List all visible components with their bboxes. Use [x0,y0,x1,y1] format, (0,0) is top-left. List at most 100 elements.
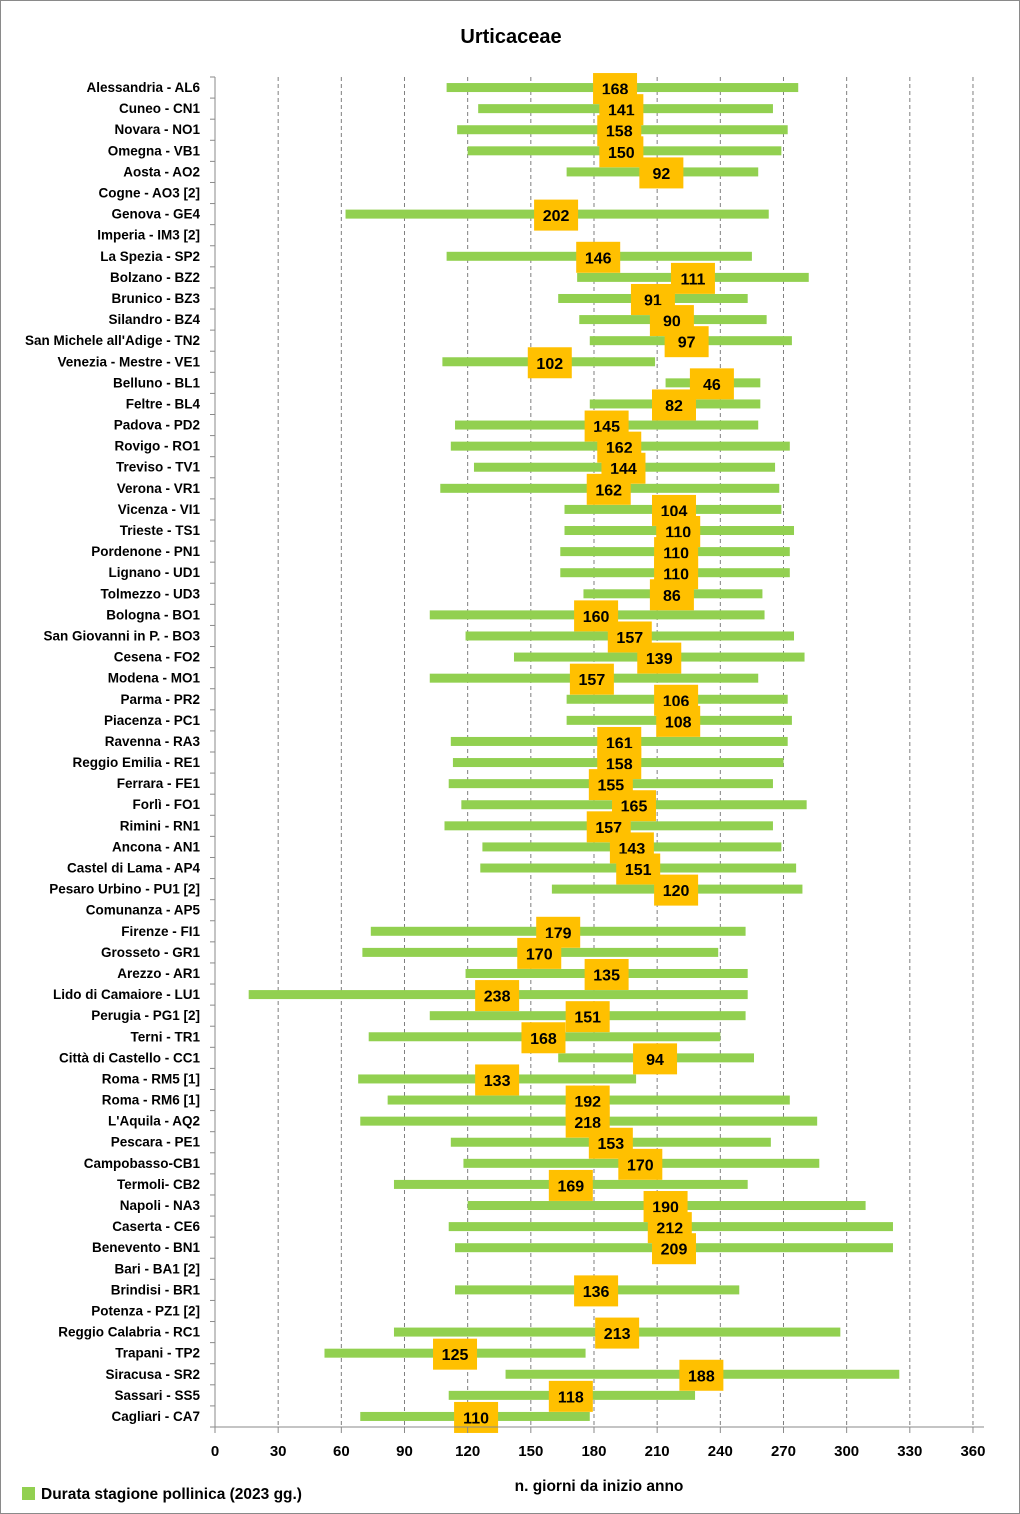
value-labels-group: 1681411581509220214611191909710246821451… [433,73,734,1433]
category-label: Verona - VR1 [117,481,201,496]
value-label: 168 [530,1031,557,1048]
value-label: 82 [665,398,683,415]
category-label: Cesena - FO2 [114,650,200,665]
category-label: Trapani - TP2 [115,1346,200,1361]
category-label: Lignano - UD1 [109,565,201,580]
category-label: Feltre - BL4 [126,396,201,411]
category-label: Ancona - AN1 [112,839,200,854]
value-label: 110 [463,1410,489,1427]
category-label: Castel di Lama - AP4 [67,861,201,876]
category-label: Rimini - RN1 [120,818,201,833]
x-tick-label: 300 [834,1443,859,1460]
x-tick-label: 30 [270,1443,287,1460]
value-label: 170 [627,1157,654,1174]
category-label: Silandro - BZ4 [108,312,200,327]
category-label: Brindisi - BR1 [111,1282,201,1297]
value-label-box [599,136,644,168]
value-label: 169 [557,1178,584,1195]
category-label: Belluno - BL1 [113,375,200,390]
value-label: 94 [646,1052,664,1069]
value-label-box [433,1338,478,1370]
value-label-box [595,1317,640,1349]
value-label-box [565,1001,610,1033]
category-label: Lido di Camaiore - LU1 [53,987,201,1002]
category-label: L'Aquila - AQ2 [108,1114,200,1129]
value-label: 136 [583,1284,610,1301]
category-label: Forlì - FO1 [133,797,201,812]
x-tick-label: 180 [581,1443,606,1460]
x-tick-label: 150 [518,1443,543,1460]
category-label: Cuneo - CN1 [119,101,200,116]
category-labels-group: Alessandria - AL6 Cuneo - CN1 Novara - NO1… [25,80,200,1424]
value-label-box [670,262,715,294]
value-label-box [475,1064,520,1096]
category-label: Napoli - NA3 [120,1198,201,1213]
value-label: 209 [661,1242,688,1259]
x-tick-label: 270 [771,1443,796,1460]
value-label-box [654,874,699,906]
category-label: Parma - PR2 [120,692,200,707]
value-label: 125 [442,1347,469,1364]
value-label: 86 [663,588,681,605]
value-label-box [664,326,709,358]
value-label: 46 [703,377,721,394]
value-label-box [548,1380,593,1412]
value-label-box [649,579,694,611]
legend: Durata stagione pollinica (2023 gg.) [22,1486,302,1503]
category-label: Novara - NO1 [114,122,200,137]
value-label: 111 [680,271,705,288]
value-label: 139 [646,651,673,668]
category-label: Rovigo - RO1 [114,439,200,454]
category-label: Ravenna - RA3 [105,734,201,749]
category-label: Sassari - SS5 [114,1388,200,1403]
category-label: Modena - MO1 [108,671,201,686]
x-axis: 0 30 60 90 120 150 180 210 240 270 300 330 360 [210,76,985,1460]
chart-title: Urticaceae [460,26,561,48]
category-label: Piacenza - PC1 [104,713,201,728]
value-label-box [679,1359,724,1391]
value-label-box [633,1043,678,1075]
value-label: 108 [665,714,692,731]
value-label: 238 [484,989,511,1006]
category-label: Pesaro Urbino - PU1 [2] [49,882,200,897]
value-label: 150 [608,145,635,162]
value-label-box [651,389,696,421]
category-label: Pescara - PE1 [111,1135,201,1150]
value-label-box [584,958,629,990]
legend-swatch [22,1487,35,1500]
category-label: Campobasso-CB1 [84,1156,201,1171]
value-label: 213 [604,1326,631,1343]
value-label: 160 [583,609,610,626]
category-label: Trieste - TS1 [120,523,201,538]
x-axis-label: n. giorni da inizio anno [515,1478,684,1495]
value-label: 170 [526,946,553,963]
legend-label: Durata stagione pollinica (2023 gg.) [41,1486,302,1503]
value-label: 188 [688,1368,715,1385]
value-label: 202 [543,208,570,225]
category-label: Potenza - PZ1 [2] [91,1303,200,1318]
category-label: Reggio Calabria - RC1 [58,1325,200,1340]
value-label-box [656,705,701,737]
category-label: Bologna - BO1 [106,607,200,622]
category-label: Cagliari - CA7 [111,1409,200,1424]
value-label-box [548,1169,593,1201]
category-label: Vicenza - VI1 [118,502,201,517]
category-label: Bolzano - BZ2 [110,270,200,285]
value-label-box [637,642,682,674]
value-label-box [586,473,631,505]
value-label-box [454,1401,499,1433]
category-label: Grosseto - GR1 [101,945,201,960]
value-label-box [569,663,614,695]
value-label: 92 [652,166,670,183]
category-label: San Giovanni in P. - BO3 [43,628,200,643]
category-label: Pordenone - PN1 [91,544,200,559]
category-label: Alessandria - AL6 [86,80,200,95]
value-label: 146 [585,250,612,267]
category-label: Termoli- CB2 [117,1177,200,1192]
category-label: Reggio Emilia - RE1 [72,755,200,770]
category-label: Omegna - VB1 [108,143,201,158]
category-label: Genova - GE4 [111,207,200,222]
value-label: 157 [616,630,643,647]
